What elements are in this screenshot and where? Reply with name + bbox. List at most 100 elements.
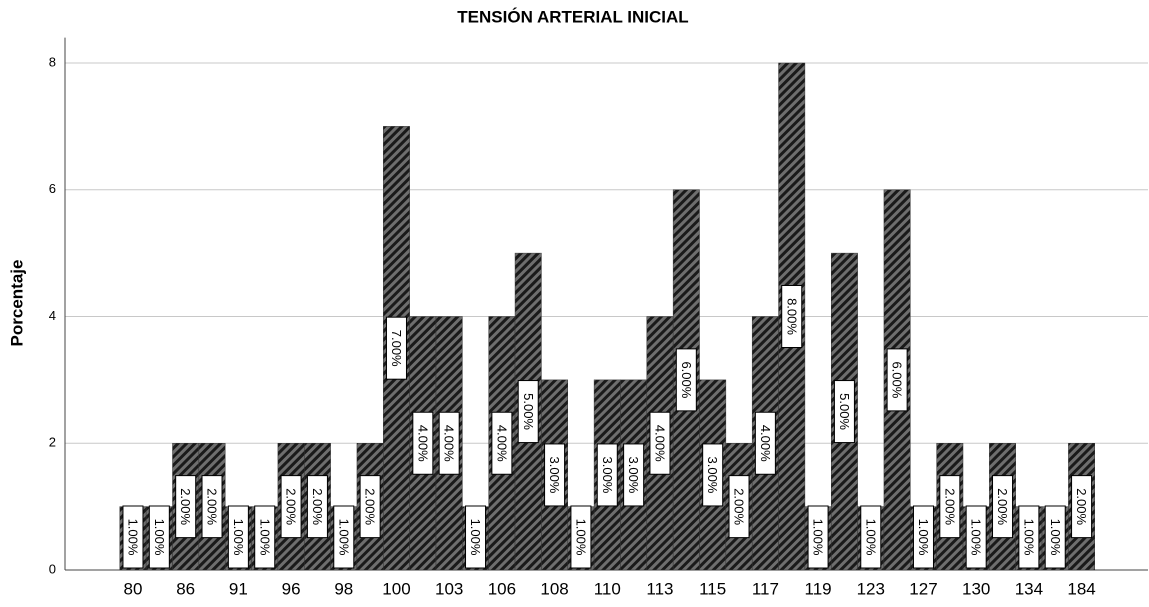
x-tick-label: 106 [488,579,516,598]
data-label-text: 2.00% [363,488,378,525]
data-label-text: 3.00% [626,457,641,494]
data-label: 6.00% [675,348,697,412]
data-label-text: 8.00% [784,298,799,335]
data-label-text: 1.00% [916,519,931,556]
data-label: 4.00% [438,411,460,475]
data-label: 1.00% [1044,505,1066,569]
data-label: 1.00% [570,505,592,569]
data-label-text: 1.00% [468,519,483,556]
y-tick-label: 2 [49,435,56,450]
data-label-text: 2.00% [284,488,299,525]
x-tick-label: 110 [594,579,621,598]
x-tick-label: 119 [805,579,832,598]
data-label-box [1018,505,1040,569]
data-label: 2.00% [728,475,750,539]
data-label-text: 1.00% [257,519,272,556]
data-label-text: 2.00% [310,488,325,525]
data-label-box [306,475,328,539]
data-label-box [359,475,381,539]
data-label-box [728,475,750,539]
y-axis-label: Porcentaje [7,260,26,347]
data-label-box [675,348,697,412]
data-label-box [939,475,961,539]
data-label-text: 1.00% [126,519,141,556]
data-label: 2.00% [280,475,302,539]
data-label-box [807,505,829,569]
x-tick-label: 96 [282,579,301,598]
data-label: 1.00% [465,505,487,569]
data-label-text: 4.00% [494,425,509,462]
data-label: 1.00% [860,505,882,569]
data-label-text: 1.00% [573,519,588,556]
data-label-text: 2.00% [942,488,957,525]
data-label: 2.00% [992,475,1014,539]
data-label-text: 1.00% [863,519,878,556]
data-label: 3.00% [544,443,566,507]
x-tick-label: 123 [857,579,885,598]
data-label-box [227,505,249,569]
data-label-text: 4.00% [415,425,430,462]
data-label-box [886,348,908,412]
data-label-box [175,475,197,539]
data-label-box [491,411,513,475]
x-tick-label: 113 [646,579,673,598]
data-label-box [570,505,592,569]
data-label-text: 2.00% [995,488,1010,525]
data-label-box [649,411,671,475]
data-label-box [333,505,355,569]
data-label-box [596,443,618,507]
data-label-box [754,411,776,475]
data-label: 2.00% [939,475,961,539]
data-label-text: 1.00% [1021,519,1036,556]
data-label: 4.00% [754,411,776,475]
data-label-text: 1.00% [336,519,351,556]
data-label-box [438,411,460,475]
data-label-box [781,285,803,348]
data-label-box [1044,505,1066,569]
data-label-text: 1.00% [152,519,167,556]
data-label-box [965,505,987,569]
data-label-text: 6.00% [679,361,694,398]
x-tick-label: 108 [540,579,568,598]
x-tick-label: 117 [752,579,779,598]
data-label-text: 4.00% [758,425,773,462]
data-label-box [122,505,144,569]
x-tick-label: 80 [124,579,143,598]
data-label: 1.00% [227,505,249,569]
data-label-box [833,380,855,444]
x-tick-label: 115 [699,579,726,598]
data-label-text: 3.00% [705,457,720,494]
y-tick-label: 4 [49,308,56,323]
data-label-text: 3.00% [600,457,615,494]
data-label: 4.00% [491,411,513,475]
data-label: 1.00% [333,505,355,569]
data-label-box [623,443,645,507]
x-tick-label: 91 [229,579,248,598]
data-label-text: 5.00% [837,393,852,430]
data-label-box [517,380,539,444]
data-label: 1.00% [912,505,934,569]
data-label-text: 2.00% [732,488,747,525]
x-tick-label: 134 [1015,579,1043,598]
data-label: 1.00% [1018,505,1040,569]
data-label: 1.00% [254,505,276,569]
data-label: 8.00% [781,285,803,348]
data-label-box [992,475,1014,539]
data-label-text: 2.00% [178,488,193,525]
data-label-text: 5.00% [521,393,536,430]
data-label-text: 1.00% [969,519,984,556]
y-tick-label: 0 [49,561,56,576]
data-label-box [912,505,934,569]
data-label: 2.00% [359,475,381,539]
data-label: 1.00% [807,505,829,569]
data-label: 3.00% [596,443,618,507]
x-tick-label: 127 [909,579,937,598]
y-tick-label: 8 [49,54,56,69]
data-label: 3.00% [702,443,724,507]
data-label: 4.00% [649,411,671,475]
data-label: 6.00% [886,348,908,412]
data-label-text: 4.00% [442,425,457,462]
data-label: 5.00% [517,380,539,444]
data-label-box [702,443,724,507]
